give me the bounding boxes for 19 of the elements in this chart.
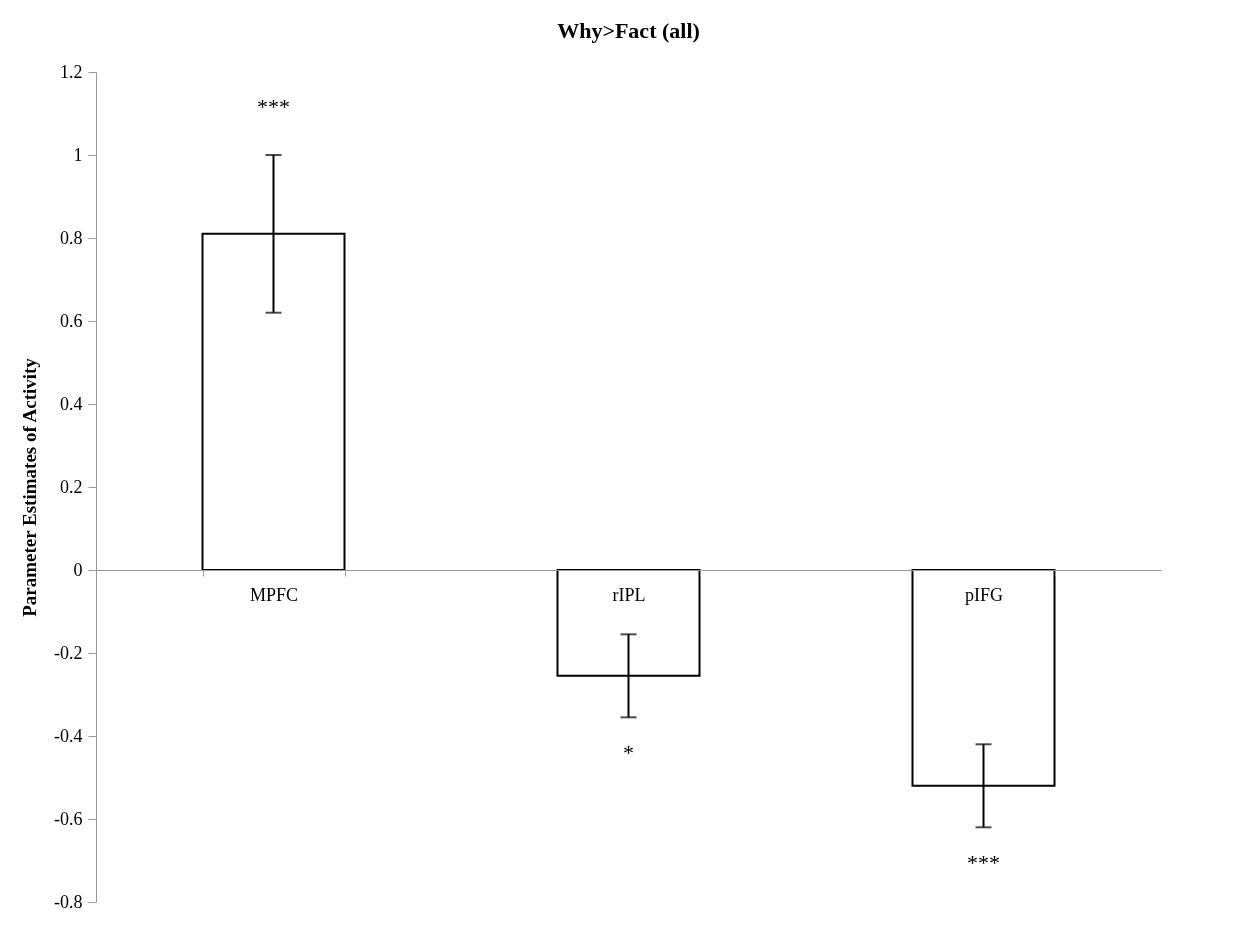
y-tick-label: 0.8 bbox=[60, 227, 83, 248]
x-tick-label: rIPL bbox=[612, 584, 646, 605]
y-tick-label: 0.6 bbox=[60, 310, 83, 331]
y-tick-label: 0 bbox=[73, 559, 83, 580]
x-tick-label: MPFC bbox=[249, 584, 299, 605]
x-tick-label: pIFG bbox=[964, 584, 1004, 605]
chart-title: Why>Fact (all) bbox=[557, 18, 700, 43]
annotation: *** bbox=[257, 94, 290, 119]
y-tick-label: -0.4 bbox=[54, 725, 83, 746]
y-tick-label: -0.6 bbox=[54, 808, 83, 829]
y-tick-label: 1 bbox=[73, 144, 83, 165]
y-tick-label: -0.2 bbox=[54, 642, 83, 663]
y-axis-title: Parameter Estimates of Activity bbox=[19, 357, 41, 617]
y-tick-label: 0.4 bbox=[60, 393, 83, 414]
y-tick-label: 1.2 bbox=[60, 61, 83, 82]
y-tick-label: 0.2 bbox=[60, 476, 83, 497]
annotation: *** bbox=[967, 850, 1000, 876]
y-tick-label: -0.8 bbox=[54, 891, 83, 912]
annotation: * bbox=[623, 740, 634, 766]
